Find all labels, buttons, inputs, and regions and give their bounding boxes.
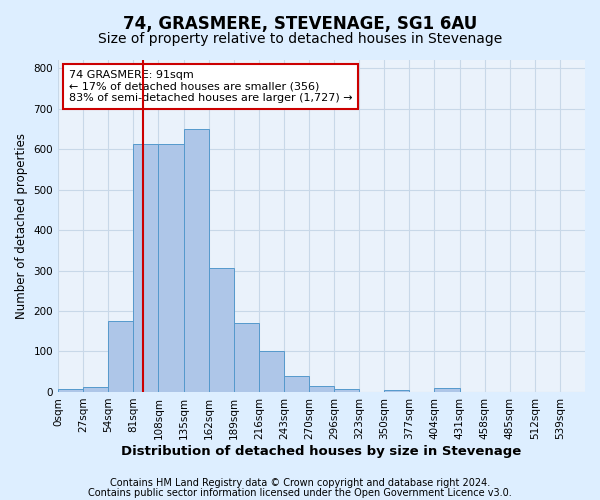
Y-axis label: Number of detached properties: Number of detached properties	[15, 133, 28, 319]
Bar	[284, 376, 309, 392]
Bar	[384, 390, 409, 392]
Text: Contains public sector information licensed under the Open Government Licence v3: Contains public sector information licen…	[88, 488, 512, 498]
Bar	[434, 388, 460, 392]
Bar	[83, 386, 108, 392]
X-axis label: Distribution of detached houses by size in Stevenage: Distribution of detached houses by size …	[121, 444, 521, 458]
Text: 74 GRASMERE: 91sqm
← 17% of detached houses are smaller (356)
83% of semi-detach: 74 GRASMERE: 91sqm ← 17% of detached hou…	[68, 70, 352, 103]
Bar	[58, 388, 83, 392]
Bar	[309, 386, 334, 392]
Bar	[133, 144, 158, 392]
Text: Contains HM Land Registry data © Crown copyright and database right 2024.: Contains HM Land Registry data © Crown c…	[110, 478, 490, 488]
Text: 74, GRASMERE, STEVENAGE, SG1 6AU: 74, GRASMERE, STEVENAGE, SG1 6AU	[123, 15, 477, 33]
Bar	[334, 388, 359, 392]
Bar	[209, 268, 233, 392]
Bar	[158, 144, 184, 392]
Bar	[108, 321, 133, 392]
Bar	[259, 352, 284, 392]
Text: Size of property relative to detached houses in Stevenage: Size of property relative to detached ho…	[98, 32, 502, 46]
Bar	[233, 323, 259, 392]
Bar	[184, 129, 209, 392]
